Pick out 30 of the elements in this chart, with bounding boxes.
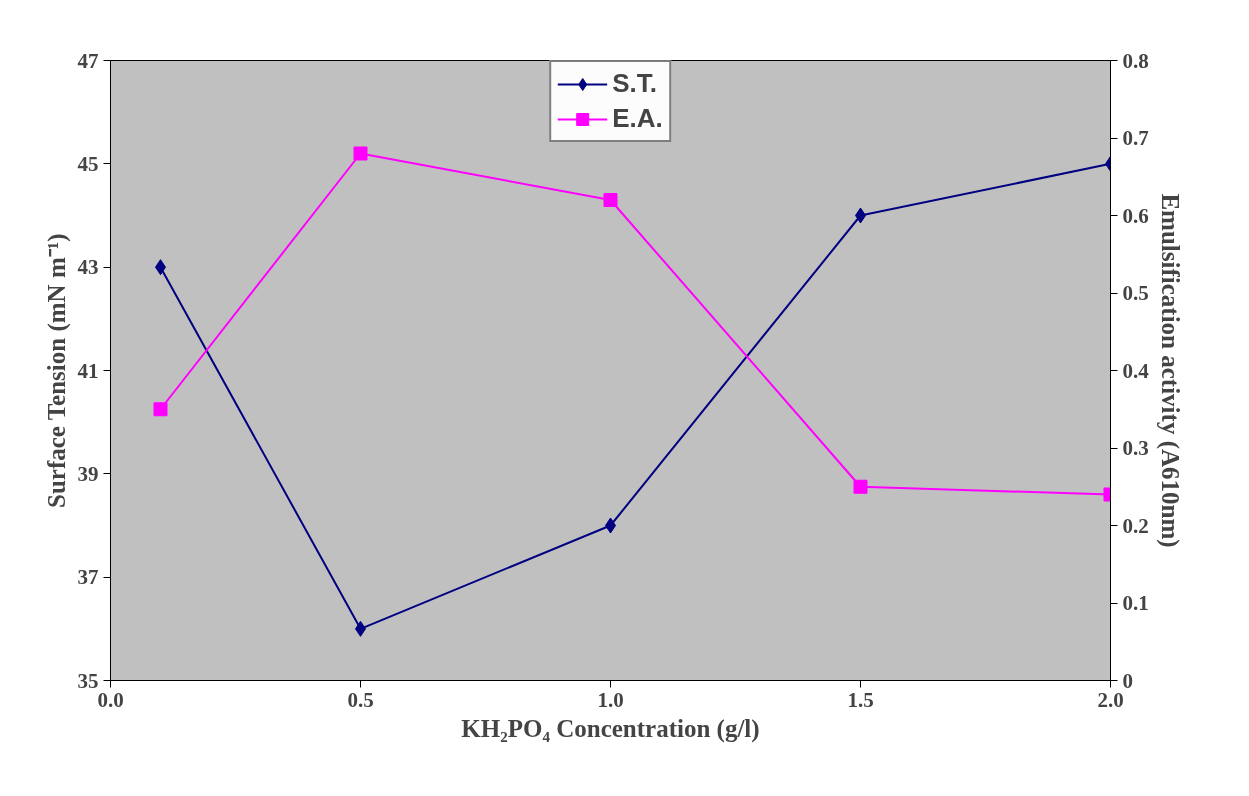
- y-tick-label: 47: [77, 48, 99, 73]
- point: [853, 479, 868, 494]
- y-tick-label: 35: [77, 668, 99, 693]
- x-tick-label: 2.0: [1097, 687, 1124, 712]
- point: [353, 146, 368, 161]
- y2-tick-label: 0.2: [1122, 513, 1149, 538]
- y2-tick-label: 0.4: [1122, 358, 1150, 383]
- legend-label: S.T.: [612, 68, 658, 99]
- y2-tick-label: 0.8: [1122, 48, 1149, 73]
- y2-tick-label: 0.6: [1122, 203, 1149, 228]
- y2-tick-label: 0: [1122, 668, 1133, 693]
- x-tick-label: 0.0: [97, 687, 124, 712]
- y-axis-title: Surface Tension (mN m⁻¹): [42, 233, 71, 508]
- x-axis-title: KH₂PO₄ Concentration (g/l): [461, 714, 760, 743]
- y-tick-label: 45: [77, 151, 99, 176]
- y-tick-label: 39: [77, 461, 99, 486]
- point: [603, 193, 618, 207]
- y-tick-label: 37: [77, 565, 99, 590]
- y-tick-label: 41: [77, 358, 99, 383]
- y2-tick-label: 0.7: [1122, 126, 1149, 150]
- y-tick-label: 43: [77, 255, 99, 280]
- legend-label: E.A.: [612, 103, 663, 134]
- y2-tick-label: 0.3: [1122, 436, 1149, 460]
- y2-tick-label: 0.5: [1122, 281, 1149, 305]
- x-tick-label: 1.5: [847, 687, 874, 712]
- y2-axis-title: Emulsification activity (A610nm): [1155, 193, 1184, 548]
- x-tick-label: 0.5: [347, 687, 374, 712]
- x-tick-label: 1.0: [597, 687, 624, 712]
- y2-tick-label: 0.1: [1122, 591, 1149, 615]
- point: [153, 402, 168, 417]
